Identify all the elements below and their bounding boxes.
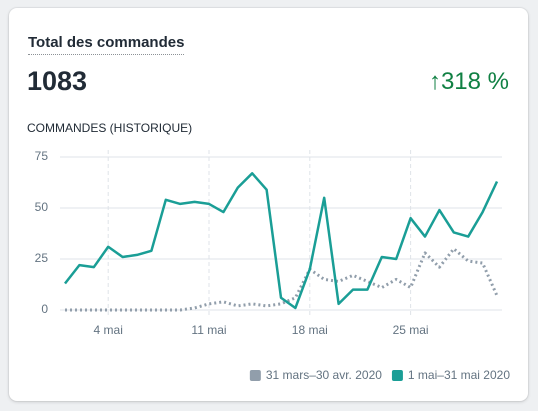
chart-subtitle: COMMANDES (HISTORIQUE) [27,121,193,135]
y-tick-label: 25 [35,251,49,265]
y-tick-label: 0 [41,302,48,316]
x-tick-label: 4 mai [94,323,123,337]
y-tick-label: 50 [35,200,49,214]
line [65,247,499,312]
total: 1083 [27,66,88,96]
change: ↑318 % [429,68,509,96]
x-tick-label: 25 mai [393,323,429,337]
card-title[interactable]: Total des commandes [28,34,185,55]
x-tick-label: 18 mai [292,323,328,337]
legend-swatch [391,370,403,381]
legend-swatch [249,370,261,381]
legend-label: 31 mars–30 avr. 2020 [266,368,382,382]
y-tick-label: 75 [35,149,49,163]
change-value: 318 % [440,68,509,95]
legend-label: 1 mai–31 mai 2020 [408,368,510,382]
card: Total des commandes 1083 ↑318 % COMMANDE… [9,8,528,401]
arrow-up: ↑ [428,68,441,95]
x-tick-label: 11 mai [191,323,226,337]
line [64,172,499,310]
